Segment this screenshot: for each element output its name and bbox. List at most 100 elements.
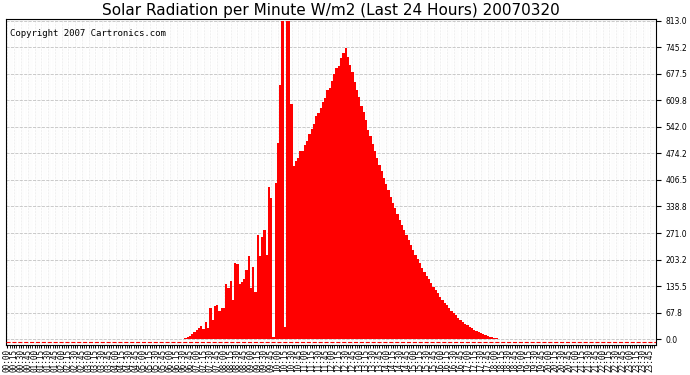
Bar xyxy=(282,21,284,339)
Bar xyxy=(435,290,437,339)
Bar xyxy=(191,334,193,339)
Bar xyxy=(214,306,216,339)
Bar xyxy=(277,143,279,339)
Bar xyxy=(376,158,378,339)
Bar xyxy=(424,272,426,339)
Bar xyxy=(302,151,304,339)
Bar xyxy=(234,263,236,339)
Bar xyxy=(390,196,392,339)
Bar xyxy=(290,104,293,339)
Bar xyxy=(482,334,484,339)
Bar xyxy=(184,338,187,339)
Bar xyxy=(421,268,424,339)
Bar xyxy=(460,320,462,339)
Bar xyxy=(383,178,385,339)
Bar xyxy=(417,259,419,339)
Bar xyxy=(216,305,218,339)
Bar xyxy=(374,151,376,339)
Bar xyxy=(193,332,196,339)
Bar xyxy=(297,158,299,339)
Bar xyxy=(471,328,473,339)
Bar xyxy=(473,330,475,339)
Bar xyxy=(202,329,205,339)
Bar xyxy=(268,187,270,339)
Bar xyxy=(286,21,288,339)
Bar xyxy=(207,328,209,339)
Bar xyxy=(442,300,444,339)
Bar xyxy=(299,152,302,339)
Bar xyxy=(293,166,295,339)
Bar xyxy=(428,279,430,339)
Bar xyxy=(308,134,310,339)
Bar xyxy=(337,66,340,339)
Bar xyxy=(306,141,308,339)
Bar xyxy=(387,190,390,339)
Bar xyxy=(401,225,403,339)
Bar xyxy=(273,337,275,339)
Bar xyxy=(462,322,464,339)
Bar xyxy=(406,236,408,339)
Bar xyxy=(455,315,457,339)
Bar xyxy=(295,162,297,339)
Bar xyxy=(486,336,489,339)
Bar xyxy=(369,136,372,339)
Bar xyxy=(322,102,324,339)
Bar xyxy=(403,230,406,339)
Bar xyxy=(446,305,448,339)
Bar xyxy=(385,184,387,339)
Bar xyxy=(444,303,446,339)
Bar xyxy=(198,328,200,339)
Bar xyxy=(426,276,428,339)
Bar xyxy=(491,338,493,339)
Bar xyxy=(243,279,246,339)
Bar xyxy=(264,231,266,339)
Bar xyxy=(448,308,451,339)
Bar xyxy=(255,292,257,339)
Bar xyxy=(232,300,234,339)
Bar xyxy=(475,331,477,339)
Bar xyxy=(378,165,381,339)
Bar xyxy=(326,90,328,339)
Bar xyxy=(248,256,250,339)
Bar xyxy=(453,313,455,339)
Bar xyxy=(324,99,326,339)
Bar xyxy=(252,267,255,339)
Bar xyxy=(394,209,396,339)
Bar xyxy=(412,250,415,339)
Bar xyxy=(209,308,212,339)
Bar xyxy=(241,282,243,339)
Bar xyxy=(200,326,202,339)
Bar xyxy=(319,108,322,339)
Bar xyxy=(266,255,268,339)
Bar xyxy=(367,130,369,339)
Bar xyxy=(408,240,410,339)
Bar xyxy=(399,220,401,339)
Bar xyxy=(288,21,290,339)
Bar xyxy=(187,337,189,339)
Bar xyxy=(230,280,232,339)
Bar xyxy=(493,338,495,339)
Bar xyxy=(372,144,374,339)
Bar xyxy=(392,202,394,339)
Bar xyxy=(469,327,471,339)
Bar xyxy=(331,81,333,339)
Bar xyxy=(360,106,362,339)
Bar xyxy=(250,288,252,339)
Bar xyxy=(205,322,207,339)
Bar xyxy=(218,311,221,339)
Bar xyxy=(236,264,239,339)
Title: Solar Radiation per Minute W/m2 (Last 24 Hours) 20070320: Solar Radiation per Minute W/m2 (Last 24… xyxy=(102,3,560,18)
Bar xyxy=(225,284,227,339)
Bar xyxy=(239,284,241,339)
Bar xyxy=(457,318,460,339)
Bar xyxy=(451,310,453,339)
Bar xyxy=(333,74,335,339)
Bar xyxy=(419,263,421,339)
Bar xyxy=(396,214,399,339)
Bar xyxy=(284,327,286,339)
Bar xyxy=(464,324,466,339)
Bar xyxy=(335,68,337,339)
Bar xyxy=(270,198,273,339)
Bar xyxy=(353,82,356,339)
Bar xyxy=(315,116,317,339)
